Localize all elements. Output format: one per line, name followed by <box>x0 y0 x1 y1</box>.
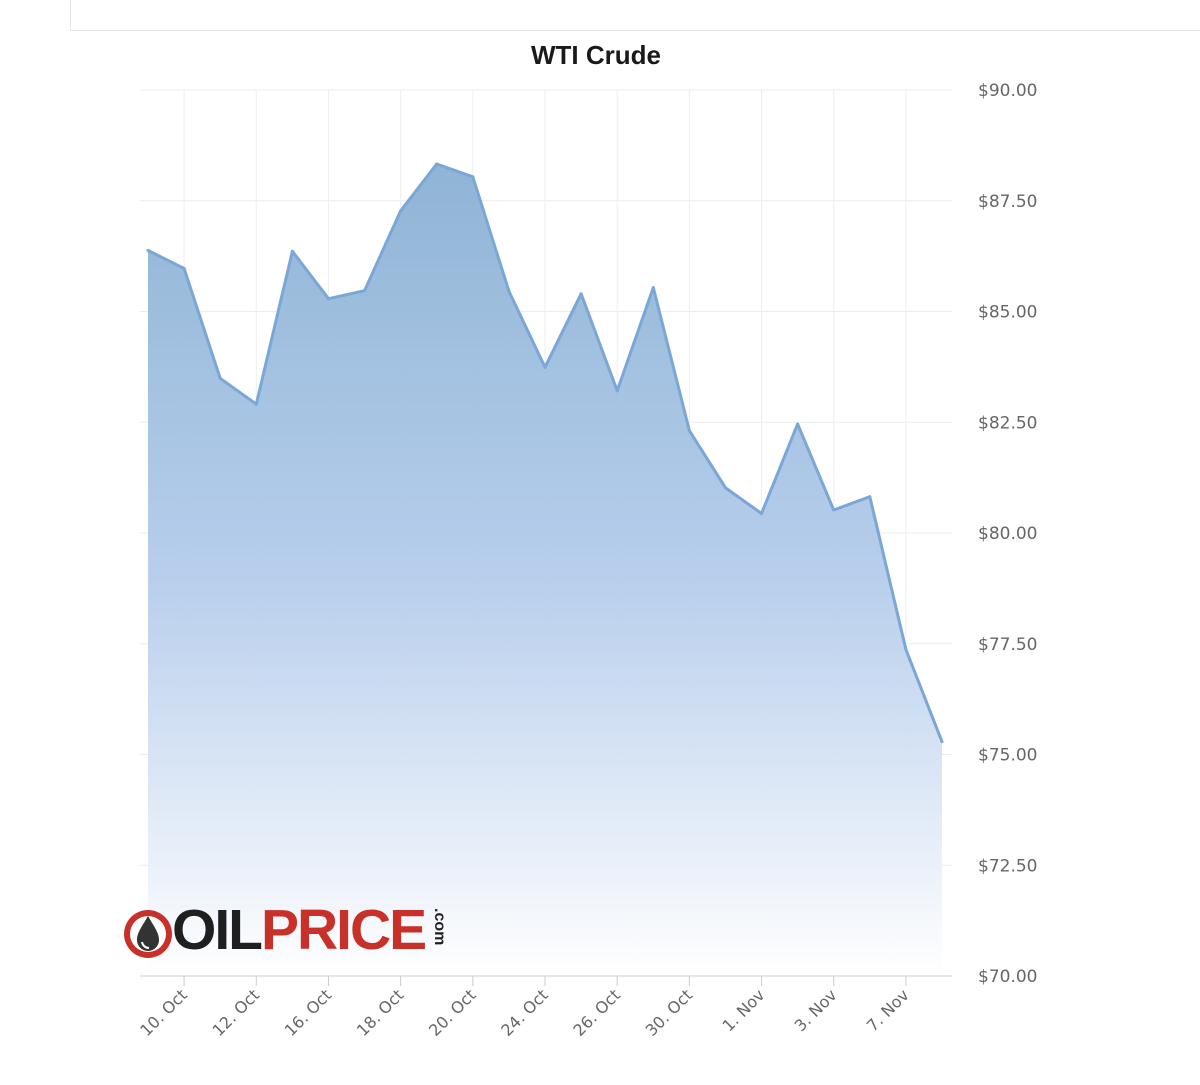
y-tick-label: $85.00 <box>978 303 1037 323</box>
chart-title: WTI Crude <box>531 40 661 70</box>
y-tick-label: $77.50 <box>978 635 1037 655</box>
top-strip <box>70 0 1200 31</box>
y-axis-ticks: $90.00 $87.50 $85.00 $82.50 $80.00 $77.50 $75.… <box>978 81 1037 987</box>
data-point <box>435 162 439 166</box>
y-tick-label: $82.50 <box>978 413 1037 433</box>
data-point <box>760 512 763 515</box>
oilprice-logo: OILPRICE .com <box>122 898 482 962</box>
logo-price-text: PRICE <box>261 898 427 962</box>
data-point <box>399 209 403 213</box>
data-point <box>832 508 836 512</box>
data-point <box>254 402 258 406</box>
x-tick-label: 12. Oct <box>209 985 264 1040</box>
data-point <box>290 249 294 253</box>
data-point <box>543 365 547 369</box>
data-point <box>363 289 366 293</box>
data-point <box>146 248 150 252</box>
data-point <box>507 289 511 293</box>
x-tick-label: 3. Nov <box>791 985 841 1035</box>
area-series <box>146 162 944 976</box>
data-point <box>471 175 475 179</box>
logo-oil-text: OIL <box>172 898 263 962</box>
x-tick-label: 30. Oct <box>642 985 697 1040</box>
area-fill <box>148 164 942 976</box>
y-tick-label: $70.00 <box>978 967 1037 987</box>
x-tick-label: 10. Oct <box>136 985 191 1040</box>
data-point <box>182 267 186 270</box>
x-tick-label: 24. Oct <box>497 985 552 1040</box>
x-tick-label: 26. Oct <box>569 985 624 1040</box>
x-tick-label: 20. Oct <box>425 985 480 1040</box>
data-point <box>651 286 655 290</box>
y-tick-label: $80.00 <box>978 524 1037 544</box>
y-tick-label: $90.00 <box>978 81 1037 101</box>
data-point <box>687 429 691 433</box>
y-tick-label: $75.00 <box>978 746 1037 766</box>
data-point <box>724 486 727 490</box>
y-tick-label: $72.50 <box>978 856 1037 876</box>
axes <box>140 975 952 986</box>
x-tick-label: 16. Oct <box>281 985 336 1040</box>
data-point <box>868 495 872 499</box>
data-point <box>904 648 908 651</box>
data-point <box>579 292 583 296</box>
data-point <box>615 389 619 393</box>
logo-wordmark: OILPRICE <box>172 898 427 962</box>
data-point <box>327 297 330 301</box>
oil-drop-icon <box>124 910 172 958</box>
data-point <box>796 422 800 426</box>
x-tick-label: 7. Nov <box>863 985 913 1035</box>
x-tick-label: 1. Nov <box>718 985 768 1035</box>
x-tick-label: 18. Oct <box>353 985 408 1040</box>
data-point <box>218 376 222 380</box>
data-point <box>940 740 944 744</box>
logo-com-text: .com <box>431 908 448 946</box>
y-tick-label: $87.50 <box>978 192 1037 212</box>
x-axis-ticks: 10. Oct 12. Oct 16. Oct 18. Oct 20. Oct 24. O… <box>136 985 912 1040</box>
